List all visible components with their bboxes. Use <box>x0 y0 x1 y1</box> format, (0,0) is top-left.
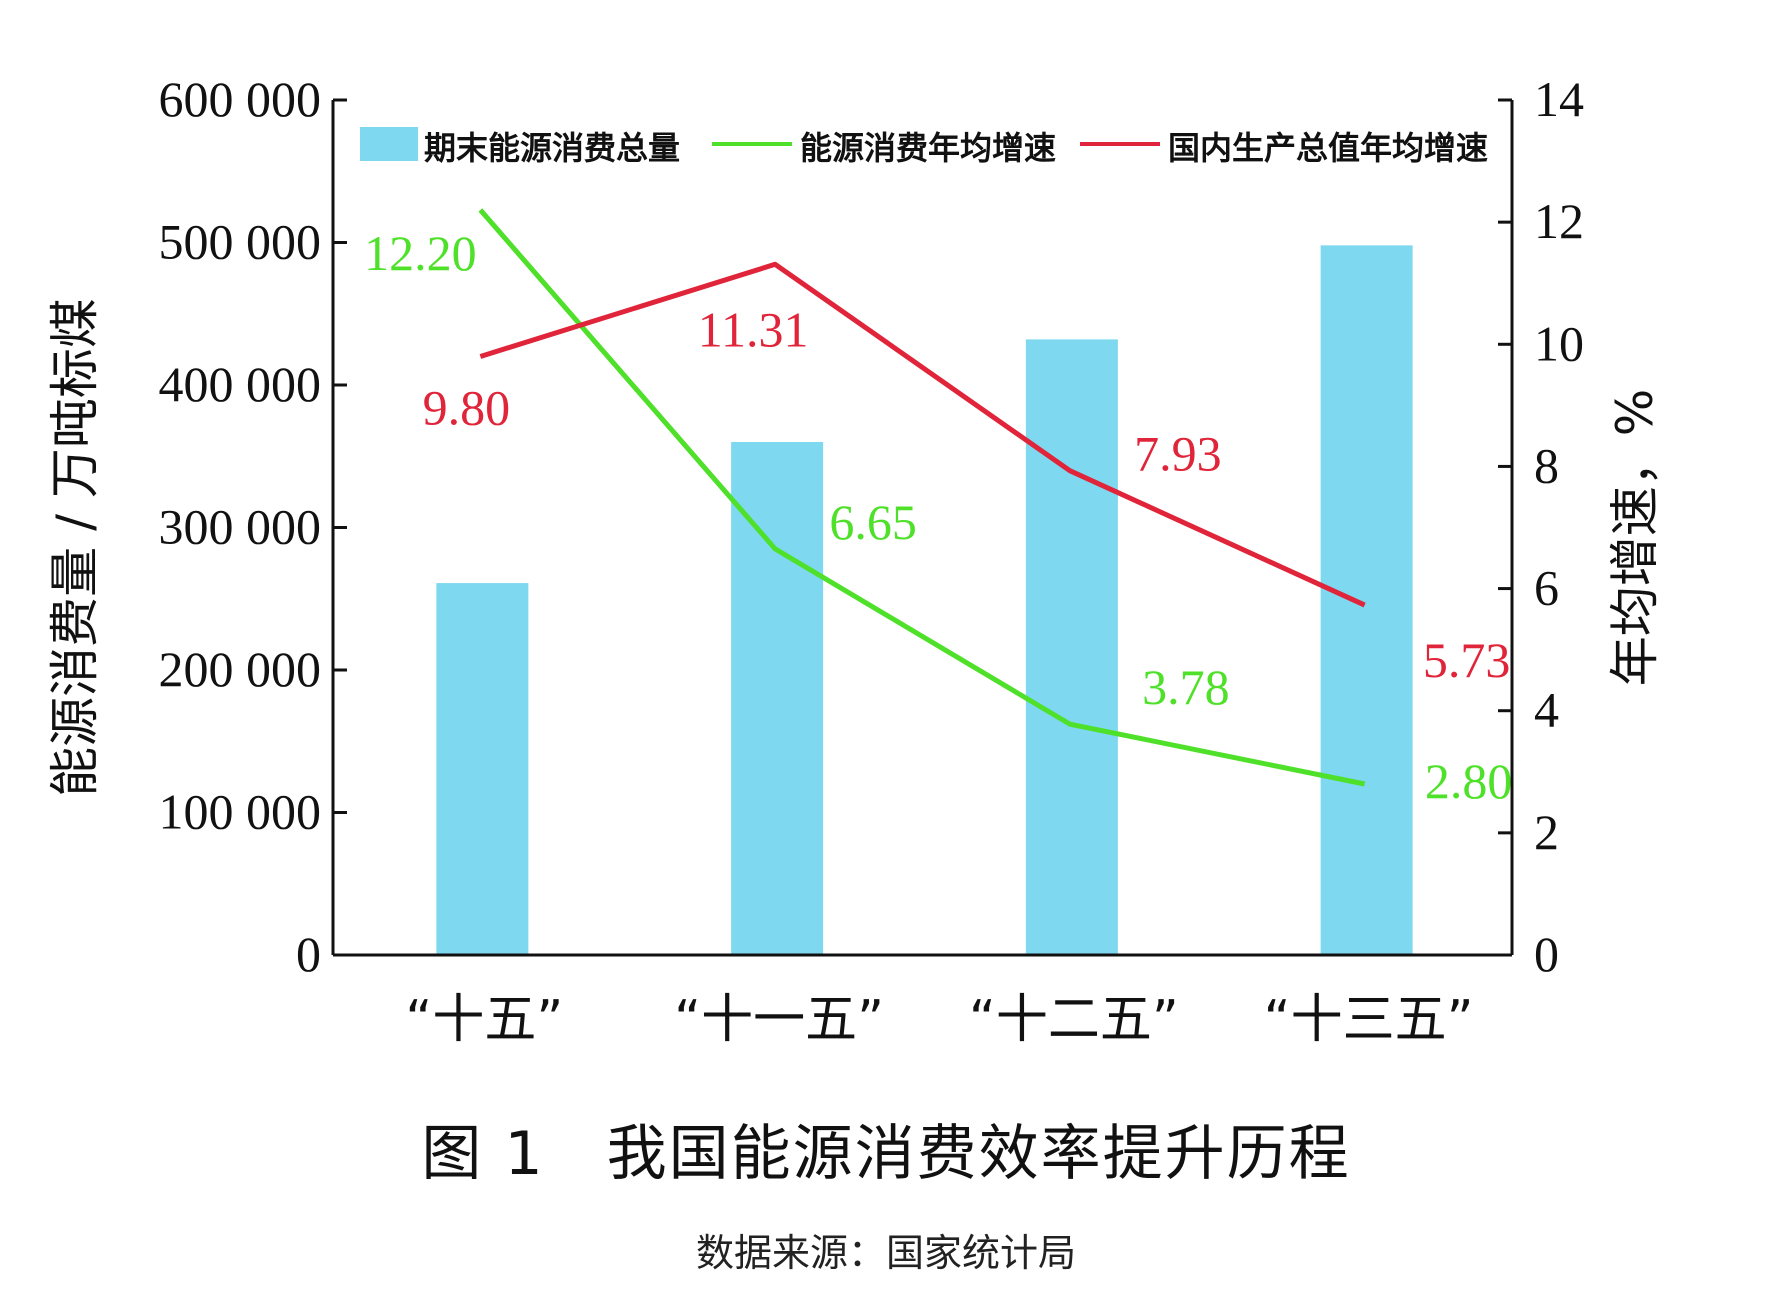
data-label: 6.65 <box>829 494 917 550</box>
left-tick-label: 600 000 <box>159 71 322 127</box>
x-tick-label: “十二五” <box>969 990 1179 1050</box>
left-tick-label: 400 000 <box>159 356 322 412</box>
left-axis-title: 能源消费量 / 万吨标煤 <box>46 298 104 797</box>
left-tick-label: 300 000 <box>159 499 322 555</box>
series-line <box>479 261 1366 608</box>
series-line <box>478 208 1366 787</box>
data-label: 3.78 <box>1142 659 1230 715</box>
figure-title: 图 1 我国能源消费效率提升历程 <box>421 1119 1351 1189</box>
left-tick-label: 200 000 <box>159 641 322 697</box>
x-tick-label: “十三五” <box>1264 990 1474 1050</box>
right-tick-label: 14 <box>1534 71 1584 127</box>
bar <box>436 583 529 955</box>
data-label: 2.80 <box>1425 753 1513 809</box>
right-tick-label: 6 <box>1534 560 1559 616</box>
right-tick-label: 10 <box>1534 315 1584 371</box>
legend-label: 能源消费年均增速 <box>800 129 1056 167</box>
right-axis-title: 年均增速，% <box>1606 389 1664 687</box>
x-tick-label: “十一五” <box>674 990 884 1050</box>
x-tick-label: “十五” <box>405 990 563 1050</box>
data-label: 7.93 <box>1134 426 1222 482</box>
left-tick-label: 100 000 <box>159 784 322 840</box>
bar <box>731 442 824 955</box>
data-label: 11.31 <box>698 301 809 357</box>
legend-label: 期末能源消费总量 <box>424 129 680 167</box>
figure-source: 数据来源：国家统计局 <box>695 1231 1076 1275</box>
data-label: 5.73 <box>1423 632 1511 688</box>
right-tick-label: 4 <box>1534 682 1559 738</box>
left-tick-label: 500 000 <box>159 214 322 270</box>
right-tick-label: 8 <box>1534 437 1559 493</box>
legend-label: 国内生产总值年均增速 <box>1168 129 1488 167</box>
legend-swatch <box>360 127 418 161</box>
bar <box>1320 245 1413 956</box>
bar <box>1025 339 1118 955</box>
left-tick-label: 0 <box>296 926 321 982</box>
data-label: 9.80 <box>423 380 511 436</box>
right-tick-label: 0 <box>1534 926 1559 982</box>
right-tick-label: 12 <box>1534 193 1584 249</box>
data-label: 12.20 <box>364 225 477 281</box>
right-tick-label: 2 <box>1534 804 1559 860</box>
